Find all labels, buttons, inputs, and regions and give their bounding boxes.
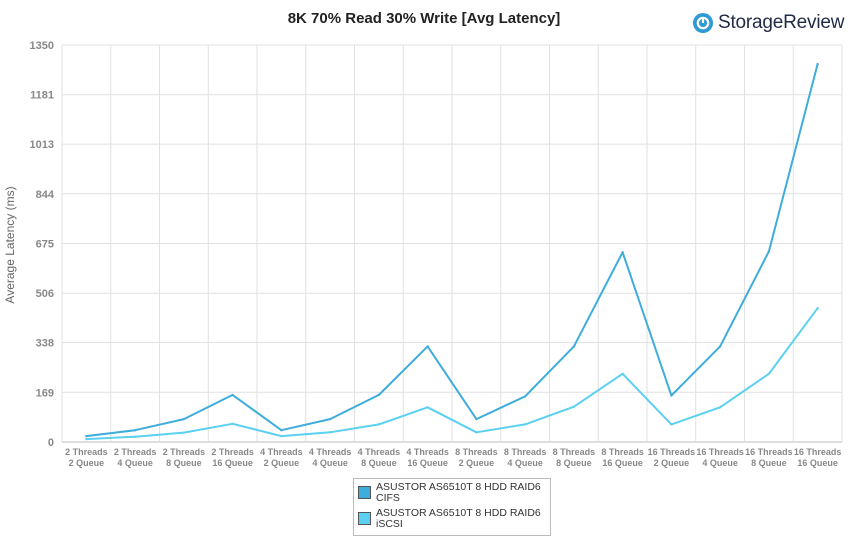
data-point[interactable] — [328, 417, 332, 421]
data-point[interactable] — [280, 434, 283, 438]
data-point[interactable] — [816, 306, 819, 310]
data-point[interactable] — [767, 372, 771, 375]
data-point[interactable] — [523, 395, 527, 398]
x-tick-label: 8 Threads 2 Queue — [455, 447, 498, 468]
grid — [61, 44, 843, 443]
data-point[interactable] — [670, 394, 673, 397]
x-tick-label: 8 Threads 4 Queue — [504, 447, 547, 468]
x-tick-label: 4 Threads 16 Queue — [406, 447, 449, 468]
series-lines — [85, 62, 819, 441]
x-tick-label: 8 Threads 8 Queue — [553, 447, 596, 468]
x-tick-label: 4 Threads 8 Queue — [358, 447, 401, 468]
y-tick-label: 844 — [36, 189, 55, 201]
legend-item-cifs[interactable]: ASUSTOR AS6510T 8 HDD RAID6 CIFS — [358, 482, 546, 508]
data-point[interactable] — [475, 431, 478, 434]
y-tick-label: 1013 — [30, 139, 54, 151]
x-tick-label: 16 Threads 16 Queue — [794, 447, 842, 468]
y-tick-label: 0 — [48, 437, 54, 449]
data-point[interactable] — [572, 345, 576, 348]
data-point[interactable] — [767, 250, 771, 253]
data-point[interactable] — [377, 423, 381, 426]
data-point[interactable] — [133, 429, 137, 432]
data-point[interactable] — [85, 434, 88, 438]
x-tick-label: 2 Threads 8 Queue — [163, 447, 206, 468]
series-line-cifs[interactable] — [86, 63, 819, 438]
data-point[interactable] — [328, 431, 332, 434]
y-tick-label: 338 — [36, 338, 54, 350]
legend: ASUSTOR AS6510T 8 HDD RAID6 CIFS ASUSTOR… — [353, 478, 551, 536]
data-point[interactable] — [182, 431, 186, 434]
legend-swatch-iscsi — [358, 512, 371, 525]
data-point[interactable] — [670, 423, 673, 426]
data-point[interactable] — [523, 423, 527, 426]
data-point[interactable] — [572, 405, 576, 408]
data-point[interactable] — [621, 251, 624, 254]
x-tick-label: 16 Threads 8 Queue — [745, 447, 793, 468]
data-point[interactable] — [85, 437, 88, 441]
data-point[interactable] — [718, 406, 722, 409]
legend-swatch-cifs — [358, 486, 371, 499]
data-point[interactable] — [182, 417, 186, 421]
x-tick-label: 2 Threads 2 Queue — [65, 447, 108, 468]
data-point[interactable] — [621, 372, 624, 375]
y-tick-label: 506 — [36, 288, 54, 300]
legend-label-line2: CIFS — [376, 492, 400, 504]
storagereview-logo-icon — [693, 13, 713, 33]
x-tick-label: 2 Threads 4 Queue — [114, 447, 157, 468]
data-point[interactable] — [718, 345, 722, 348]
legend-label-line2: iSCSI — [376, 518, 403, 530]
x-tick-label: 2 Threads 16 Queue — [211, 447, 254, 468]
series-line-iscsi[interactable] — [86, 307, 819, 441]
x-tick-label: 4 Threads 2 Queue — [260, 447, 303, 468]
x-axis-ticks: 2 Threads 2 Queue 2 Threads 4 Queue 2 Thread… — [65, 447, 841, 468]
data-point[interactable] — [475, 417, 478, 421]
data-point[interactable] — [426, 345, 429, 348]
data-point[interactable] — [816, 62, 819, 66]
brand-name: StorageReview — [718, 12, 845, 33]
y-axis-ticks: 1350 1181 1013 844 675 506 338 169 0 — [30, 40, 55, 449]
data-point[interactable] — [231, 393, 234, 397]
data-point[interactable] — [377, 393, 381, 397]
x-tick-label: 16 Threads 2 Queue — [648, 447, 696, 468]
data-point[interactable] — [231, 422, 234, 425]
chart-title: 8K 70% Read 30% Write [Avg Latency] — [287, 10, 561, 27]
legend-item-iscsi[interactable]: ASUSTOR AS6510T 8 HDD RAID6 iSCSI — [358, 508, 546, 534]
legend-label-line1: ASUSTOR AS6510T 8 HDD RAID6 — [376, 507, 541, 519]
legend-label-line1: ASUSTOR AS6510T 8 HDD RAID6 — [376, 481, 541, 493]
y-tick-label: 169 — [36, 387, 54, 399]
x-tick-label: 16 Threads 4 Queue — [696, 447, 744, 468]
data-point[interactable] — [280, 429, 283, 432]
y-tick-label: 1181 — [30, 90, 54, 102]
y-tick-label: 1350 — [30, 40, 54, 52]
x-tick-label: 8 Threads 16 Queue — [601, 447, 644, 468]
y-tick-label: 675 — [36, 239, 54, 251]
data-point[interactable] — [426, 406, 429, 409]
brand-logo: StorageReview — [692, 10, 844, 36]
x-tick-label: 4 Threads 4 Queue — [309, 447, 352, 468]
data-point[interactable] — [133, 435, 137, 438]
